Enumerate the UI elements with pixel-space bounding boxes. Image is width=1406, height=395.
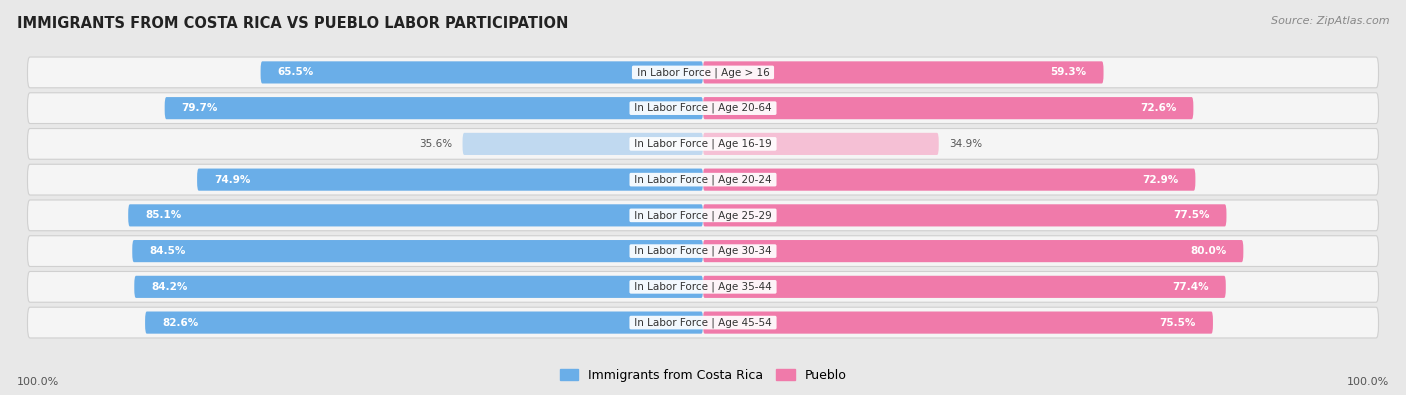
Text: Source: ZipAtlas.com: Source: ZipAtlas.com bbox=[1271, 16, 1389, 26]
Text: In Labor Force | Age 45-54: In Labor Force | Age 45-54 bbox=[631, 317, 775, 328]
Text: 72.6%: 72.6% bbox=[1140, 103, 1177, 113]
FancyBboxPatch shape bbox=[703, 204, 1226, 226]
Text: In Labor Force | Age 30-34: In Labor Force | Age 30-34 bbox=[631, 246, 775, 256]
Text: 74.9%: 74.9% bbox=[214, 175, 250, 184]
Text: In Labor Force | Age 20-64: In Labor Force | Age 20-64 bbox=[631, 103, 775, 113]
FancyBboxPatch shape bbox=[28, 164, 1378, 195]
FancyBboxPatch shape bbox=[28, 93, 1378, 124]
FancyBboxPatch shape bbox=[260, 61, 703, 83]
FancyBboxPatch shape bbox=[145, 312, 703, 334]
Text: In Labor Force | Age 16-19: In Labor Force | Age 16-19 bbox=[631, 139, 775, 149]
FancyBboxPatch shape bbox=[28, 236, 1378, 267]
Text: 100.0%: 100.0% bbox=[17, 377, 59, 387]
FancyBboxPatch shape bbox=[703, 97, 1194, 119]
Text: IMMIGRANTS FROM COSTA RICA VS PUEBLO LABOR PARTICIPATION: IMMIGRANTS FROM COSTA RICA VS PUEBLO LAB… bbox=[17, 16, 568, 31]
FancyBboxPatch shape bbox=[463, 133, 703, 155]
Text: 82.6%: 82.6% bbox=[162, 318, 198, 327]
FancyBboxPatch shape bbox=[28, 57, 1378, 88]
Text: 77.5%: 77.5% bbox=[1173, 211, 1209, 220]
Text: In Labor Force | Age 35-44: In Labor Force | Age 35-44 bbox=[631, 282, 775, 292]
Text: 77.4%: 77.4% bbox=[1173, 282, 1209, 292]
Text: 35.6%: 35.6% bbox=[419, 139, 453, 149]
Text: 84.5%: 84.5% bbox=[149, 246, 186, 256]
FancyBboxPatch shape bbox=[28, 200, 1378, 231]
FancyBboxPatch shape bbox=[703, 133, 939, 155]
Legend: Immigrants from Costa Rica, Pueblo: Immigrants from Costa Rica, Pueblo bbox=[554, 364, 852, 387]
Text: 72.9%: 72.9% bbox=[1142, 175, 1178, 184]
Text: 65.5%: 65.5% bbox=[277, 68, 314, 77]
FancyBboxPatch shape bbox=[703, 169, 1195, 191]
Text: 79.7%: 79.7% bbox=[181, 103, 218, 113]
Text: In Labor Force | Age 25-29: In Labor Force | Age 25-29 bbox=[631, 210, 775, 221]
FancyBboxPatch shape bbox=[132, 240, 703, 262]
Text: 85.1%: 85.1% bbox=[145, 211, 181, 220]
FancyBboxPatch shape bbox=[197, 169, 703, 191]
Text: 34.9%: 34.9% bbox=[949, 139, 981, 149]
Text: 80.0%: 80.0% bbox=[1191, 246, 1226, 256]
Text: 84.2%: 84.2% bbox=[152, 282, 187, 292]
FancyBboxPatch shape bbox=[128, 204, 703, 226]
FancyBboxPatch shape bbox=[703, 312, 1213, 334]
FancyBboxPatch shape bbox=[703, 61, 1104, 83]
FancyBboxPatch shape bbox=[28, 271, 1378, 302]
FancyBboxPatch shape bbox=[28, 128, 1378, 159]
FancyBboxPatch shape bbox=[165, 97, 703, 119]
FancyBboxPatch shape bbox=[703, 240, 1243, 262]
Text: 100.0%: 100.0% bbox=[1347, 377, 1389, 387]
FancyBboxPatch shape bbox=[28, 307, 1378, 338]
FancyBboxPatch shape bbox=[135, 276, 703, 298]
Text: In Labor Force | Age > 16: In Labor Force | Age > 16 bbox=[634, 67, 772, 78]
Text: 59.3%: 59.3% bbox=[1050, 68, 1087, 77]
FancyBboxPatch shape bbox=[703, 276, 1226, 298]
Text: 75.5%: 75.5% bbox=[1160, 318, 1197, 327]
Text: In Labor Force | Age 20-24: In Labor Force | Age 20-24 bbox=[631, 174, 775, 185]
